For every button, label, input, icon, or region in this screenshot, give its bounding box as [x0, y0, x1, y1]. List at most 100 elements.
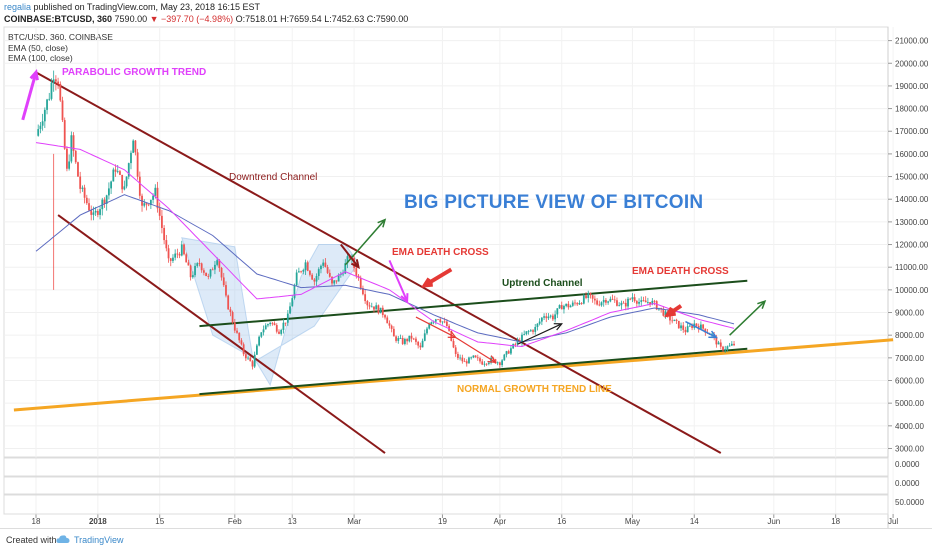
candle-body — [733, 343, 735, 346]
candle-body — [388, 323, 391, 326]
candle-body — [547, 316, 550, 319]
candle-body — [300, 271, 302, 273]
candle-body — [605, 299, 607, 303]
candle-body — [130, 152, 132, 164]
close-value: C:7590.00 — [366, 14, 409, 24]
candle-body — [375, 305, 378, 310]
candle-body — [552, 315, 554, 320]
candle-body — [618, 305, 621, 307]
x-tick-label: Feb — [228, 517, 242, 526]
candle-body — [191, 275, 194, 278]
candle-body — [346, 256, 349, 264]
candle-body — [92, 212, 95, 215]
price-chart[interactable]: 21000.00 20000.00 19000.00 18000.00 17000.00… — [0, 0, 932, 528]
normal-growth-trend-line — [13, 338, 894, 412]
candle-body — [275, 325, 278, 332]
candle-body — [154, 187, 157, 196]
y-tick-label: 9000.00 — [895, 309, 924, 318]
price-axis[interactable]: 21000.00 20000.00 19000.00 18000.00 17000.00… — [888, 37, 929, 454]
candle-body — [72, 135, 75, 151]
candle-body — [578, 303, 581, 305]
candle-body — [194, 265, 196, 276]
candle-body — [410, 335, 413, 339]
candle-body — [591, 295, 594, 299]
candle-body — [309, 270, 311, 275]
publish-line: regalia published on TradingView.com, Ma… — [4, 2, 260, 12]
candle-body — [220, 267, 223, 278]
candle-body — [545, 316, 548, 319]
candle-body — [134, 140, 137, 153]
candle-body — [200, 263, 203, 271]
downtrend-channel-lower — [57, 214, 386, 454]
candle-body — [675, 319, 678, 321]
candle-body — [664, 311, 667, 316]
legend-pair: BTC/USD, 360, COINBASE — [8, 32, 113, 42]
candle-body — [211, 269, 214, 271]
candle-body — [172, 257, 174, 261]
publisher-link[interactable]: regalia — [4, 2, 32, 12]
candle-body — [381, 307, 384, 316]
candle-body — [125, 176, 128, 187]
candle-body — [311, 274, 314, 280]
candle-body — [525, 331, 528, 335]
y-tick-label: 13000.00 — [895, 218, 929, 227]
time-axis[interactable]: 18 2018 15 Feb 13 Mar 19 Apr 16 May 14 Jun 18 Jul — [32, 514, 899, 526]
candle-body — [534, 327, 537, 332]
candle-body — [514, 344, 517, 345]
candle-body — [377, 305, 380, 314]
x-tick-label: 16 — [557, 517, 566, 526]
uptrend-channel-upper — [199, 279, 748, 328]
green-arrow-up-2-head — [757, 299, 767, 309]
ema50-line — [35, 142, 735, 348]
candle-body — [470, 357, 473, 359]
candle-body — [461, 357, 464, 362]
candle-body — [54, 79, 57, 82]
candle-body — [77, 162, 79, 177]
brown-arrow-down-head — [350, 259, 360, 270]
x-tick-label: 19 — [438, 517, 447, 526]
candle-body — [593, 298, 596, 301]
candle-body — [302, 269, 305, 272]
candle-body — [421, 340, 424, 348]
y-tick-label: 14000.00 — [895, 195, 929, 204]
candle-body — [445, 321, 448, 327]
annotation-arrows — [21, 69, 767, 364]
blue-arrow-down-head — [708, 330, 718, 339]
candle-body — [236, 330, 238, 333]
candle-body — [244, 354, 247, 359]
candle-body — [481, 361, 484, 365]
candle-body — [671, 320, 674, 322]
candle-body — [364, 294, 367, 302]
candle-body — [580, 303, 583, 304]
y-tick-label: 17000.00 — [895, 127, 929, 136]
candle-body — [441, 321, 444, 323]
candle-body — [567, 303, 570, 308]
candle-body — [121, 174, 124, 190]
candle-body — [463, 361, 466, 363]
candle-body — [454, 347, 457, 354]
y-tick-label: 11000.00 — [895, 263, 928, 272]
candle-body — [624, 302, 627, 307]
candle-body — [317, 269, 320, 277]
candle-body — [426, 328, 428, 334]
candle-body — [112, 169, 115, 182]
candle-body — [439, 319, 442, 323]
uptrend-channel-lower — [199, 347, 748, 396]
publish-info: published on TradingView.com, May 23, 20… — [33, 2, 261, 12]
candle-body — [651, 300, 654, 305]
candle-body — [59, 83, 62, 101]
candle-body — [616, 300, 618, 306]
candle-body — [68, 161, 71, 169]
candle-body — [640, 300, 643, 302]
candle-body — [565, 303, 568, 306]
candle-body — [50, 82, 53, 99]
candle-body — [655, 301, 658, 310]
candle-body — [660, 307, 663, 309]
candle-body — [214, 264, 216, 270]
red-arrow-1 — [415, 316, 456, 338]
candle-body — [724, 349, 727, 351]
tradingview-brand[interactable]: TradingView — [74, 535, 124, 545]
candle-body — [443, 321, 446, 323]
candle-body — [419, 345, 422, 348]
green-arrow-up-1-head — [377, 218, 387, 228]
